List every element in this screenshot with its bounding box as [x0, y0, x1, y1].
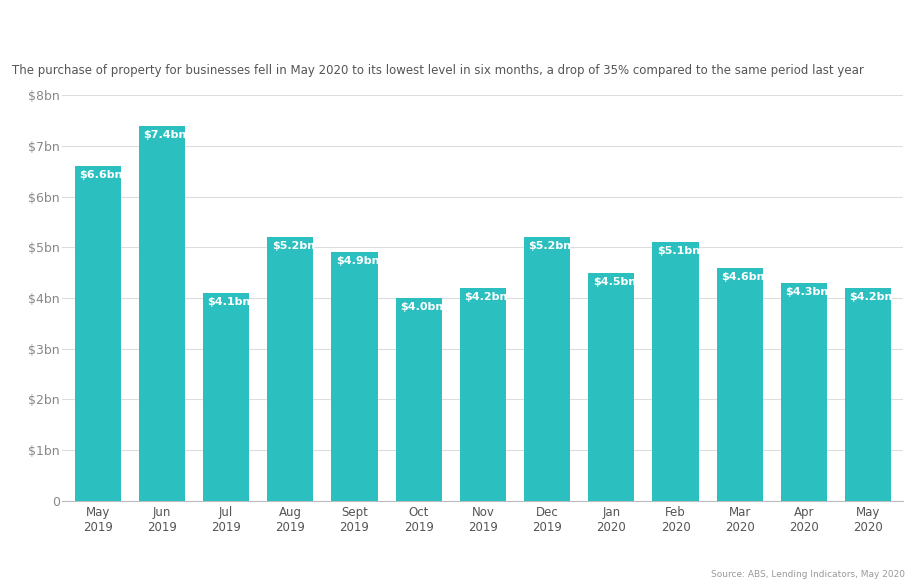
- Text: The purchase of property for businesses fell in May 2020 to its lowest level in : The purchase of property for businesses …: [12, 64, 864, 77]
- Bar: [652, 242, 698, 501]
- Text: $4.1bn: $4.1bn: [208, 297, 251, 307]
- Bar: [524, 237, 570, 501]
- Bar: [139, 126, 185, 501]
- Bar: [332, 253, 378, 501]
- Bar: [588, 272, 634, 501]
- Text: COMMERCIAL PROPERTY SALES, YEAR TO MAY 2020: COMMERCIAL PROPERTY SALES, YEAR TO MAY 2…: [12, 15, 598, 34]
- Text: $7.4bn: $7.4bn: [143, 130, 187, 140]
- Text: $5.2bn: $5.2bn: [272, 242, 315, 251]
- Text: $4.9bn: $4.9bn: [336, 257, 380, 267]
- Bar: [845, 288, 891, 501]
- Bar: [781, 283, 827, 501]
- Bar: [74, 166, 121, 501]
- Bar: [717, 268, 763, 501]
- Text: $6.6bn: $6.6bn: [79, 171, 122, 180]
- Text: $4.2bn: $4.2bn: [464, 292, 507, 302]
- Text: $4.2bn: $4.2bn: [849, 292, 893, 302]
- Text: $4.0bn: $4.0bn: [400, 302, 443, 312]
- Text: $4.3bn: $4.3bn: [785, 287, 829, 297]
- Text: $4.5bn: $4.5bn: [593, 276, 636, 287]
- Text: Source: ABS, Lending Indicators, May 2020: Source: ABS, Lending Indicators, May 202…: [711, 570, 905, 579]
- Text: $5.1bn: $5.1bn: [657, 246, 700, 256]
- Text: $4.6bn: $4.6bn: [721, 272, 765, 282]
- Bar: [203, 293, 249, 501]
- Bar: [460, 288, 506, 501]
- Text: $5.2bn: $5.2bn: [528, 242, 572, 251]
- Bar: [396, 298, 442, 501]
- Bar: [267, 237, 313, 501]
